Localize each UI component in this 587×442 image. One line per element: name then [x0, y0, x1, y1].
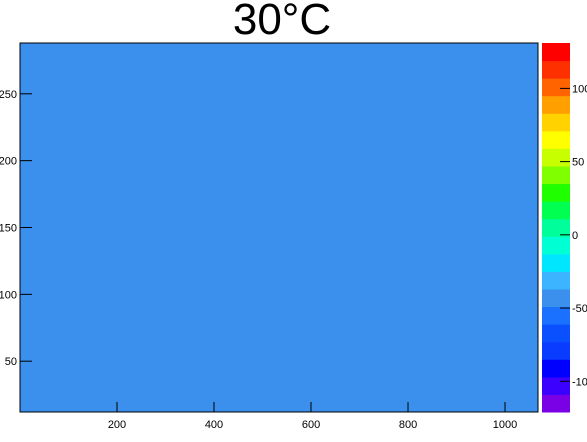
colorbar-band	[542, 306, 570, 325]
x-tick-label: 400	[205, 419, 223, 431]
y-tick-label: 100	[0, 289, 17, 301]
colorbar-band	[542, 236, 570, 255]
colorbar-band	[542, 253, 570, 272]
chart-title: 30°C	[233, 0, 331, 44]
colorbar-band	[542, 183, 570, 202]
y-tick-label: 50	[5, 356, 17, 368]
z-tick-label: -50	[572, 303, 587, 315]
z-tick-label: -100	[572, 376, 587, 388]
colorbar-band	[542, 130, 570, 149]
z-tick-label: 50	[572, 157, 584, 169]
colorbar-band	[542, 394, 570, 413]
colorbar-band	[542, 376, 570, 395]
colorbar-band	[542, 359, 570, 378]
colorbar-band	[542, 271, 570, 290]
colorbar-band	[542, 324, 570, 343]
z-tick-label: 0	[572, 230, 578, 242]
y-tick-label: 250	[0, 89, 17, 101]
colorbar-band	[542, 148, 570, 167]
y-tick-label: 150	[0, 223, 17, 235]
colorbar-band	[542, 218, 570, 237]
colorbar-band	[542, 341, 570, 360]
x-tick-label: 600	[302, 419, 320, 431]
colorbar-band	[542, 60, 570, 79]
colorbar-band	[542, 166, 570, 185]
colorbar-band	[542, 43, 570, 62]
colorbar-band	[542, 201, 570, 220]
colorbar-band	[542, 78, 570, 97]
x-tick-label: 200	[108, 419, 126, 431]
colorbar-band	[542, 113, 570, 132]
heatmap-cell	[20, 43, 538, 412]
colorbar-band	[542, 289, 570, 308]
z-tick-label: 100	[572, 83, 587, 95]
x-tick-label: 1000	[493, 419, 517, 431]
colorbar-band	[542, 95, 570, 114]
y-tick-label: 200	[0, 156, 17, 168]
x-tick-label: 800	[399, 419, 417, 431]
